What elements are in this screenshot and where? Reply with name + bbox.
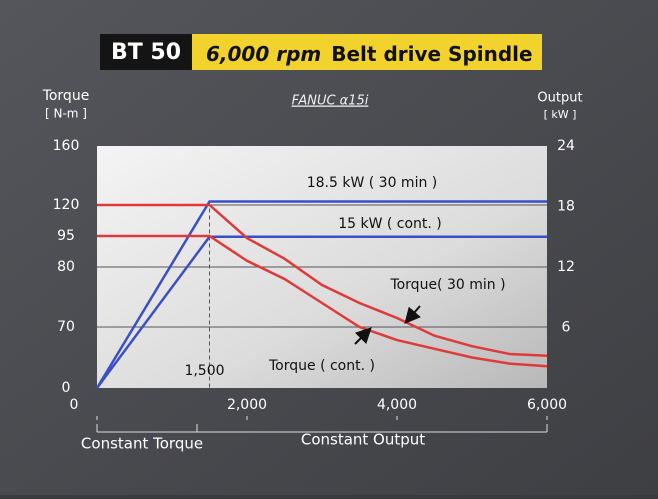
chart: BT 50 6,000 rpm Belt drive Spindle FANUC … [0,0,658,495]
y-axis-unit: [ N-m ] [45,107,87,121]
y2-tick-label: 18 [557,199,575,215]
series-label: Torque( 30 min ) [389,277,505,293]
region-label: Constant Output [301,431,425,449]
y2-axis-title: Output [537,91,582,106]
y2-tick-label: 6 [562,320,571,336]
title-speed: 6,000 rpm [206,42,321,66]
y-axis-title: Torque [42,88,90,104]
title-text: Belt drive Spindle [331,42,532,66]
annotation-label: 1,500 [184,363,224,379]
x-tick-label: 2,000 [227,397,267,413]
series-label: 18.5 kW ( 30 min ) [307,175,438,191]
x-tick-label: 4,000 [377,397,417,413]
y2-tick-label: 12 [557,259,575,275]
region-label: Constant Torque [81,435,203,453]
y2-axis-unit: [ kW ] [544,108,577,121]
series-label: Torque ( cont. ) [268,358,375,374]
y-tick-label: 80 [57,259,75,275]
x-tick-label: 0 [70,397,79,413]
y-tick-label: 160 [53,138,80,154]
chart-title: 6,000 rpm Belt drive Spindle [206,42,533,66]
page: {"chart_data": { "type": "line", "badge"… [0,0,658,495]
series-label: 15 kW ( cont. ) [338,216,442,232]
y-tick-label: 0 [62,380,71,396]
y2-tick-label: 24 [557,138,575,154]
y-tick-label: 70 [57,319,75,335]
x-tick-label: 6,000 [527,397,567,413]
badge: BT 50 [111,40,181,65]
y-tick-label: 120 [53,197,80,213]
subtitle: FANUC α15i [292,94,369,109]
y-tick-label: 95 [57,228,75,244]
